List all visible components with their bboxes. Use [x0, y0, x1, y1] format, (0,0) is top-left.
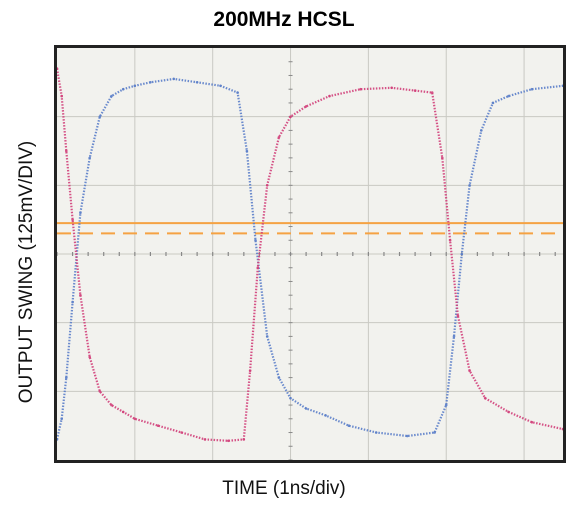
trace-point [277, 376, 281, 379]
trace-point [195, 81, 199, 84]
trace-point [245, 149, 249, 153]
trace-point [110, 403, 113, 407]
trace-point [289, 115, 292, 118]
trace-point [456, 314, 460, 318]
trace-point [452, 335, 456, 338]
trace-point [65, 149, 68, 153]
trace-point [441, 156, 444, 160]
trace-point [98, 115, 102, 118]
trace-point [60, 417, 63, 421]
trace-point [265, 335, 269, 338]
scope-chart [54, 45, 566, 463]
trace-point [121, 87, 125, 91]
trace-point [110, 94, 113, 98]
trace-point [149, 81, 152, 84]
trace-point [121, 410, 125, 414]
plot-frame [54, 45, 566, 463]
trace-point [133, 84, 137, 88]
trace-point [507, 410, 510, 414]
trace-point [219, 84, 222, 88]
trace-point [390, 86, 394, 90]
trace-point [468, 369, 471, 373]
trace-point [60, 94, 63, 98]
trace-point [413, 89, 417, 92]
trace-pink [55, 68, 564, 442]
trace-point [304, 105, 308, 108]
trace-point [277, 136, 281, 139]
trace-point [289, 396, 292, 400]
trace-point [71, 218, 74, 221]
trace-point [203, 438, 207, 441]
reference-lines [57, 222, 563, 235]
trace-point [460, 252, 464, 256]
trace-point [347, 424, 351, 428]
x-axis-label: TIME (1ns/div) [222, 478, 346, 499]
trace-point [433, 431, 436, 434]
trace-point [133, 417, 137, 421]
trace-point [480, 129, 483, 132]
trace-point [448, 239, 452, 242]
trace-point [530, 420, 534, 424]
trace-point [468, 184, 471, 187]
trace-point [359, 87, 362, 91]
trace-point [236, 91, 239, 94]
trace-point [254, 239, 257, 242]
trace-point [79, 211, 82, 215]
trace-point [242, 438, 246, 441]
trace-point [430, 91, 434, 94]
trace-point [324, 414, 327, 417]
trace-point [248, 369, 252, 373]
trace-point [88, 156, 91, 160]
trace-point [406, 434, 409, 438]
trace-point [180, 431, 183, 434]
trace-point [530, 87, 534, 91]
trace-point [374, 431, 378, 434]
trace-point [265, 184, 269, 187]
trace-point [304, 407, 308, 410]
trace-point [172, 77, 176, 81]
trace-point [65, 376, 68, 379]
trace-point [156, 424, 160, 428]
chart-title: 200MHz HCSL [213, 8, 355, 31]
trace-point [444, 403, 448, 407]
trace-point [88, 355, 91, 359]
trace-point [328, 94, 331, 98]
trace-point [491, 101, 495, 105]
trace-point [98, 390, 102, 393]
traces [55, 67, 565, 443]
trace-point [227, 439, 230, 443]
y-axis-label: OUTPUT SWING (125mV/DIV) [16, 140, 37, 404]
plot-area [54, 45, 566, 463]
trace-point [79, 293, 82, 297]
trace-point [256, 266, 260, 269]
trace-point [507, 94, 510, 98]
trace-point [71, 300, 74, 304]
trace-point [483, 396, 487, 400]
